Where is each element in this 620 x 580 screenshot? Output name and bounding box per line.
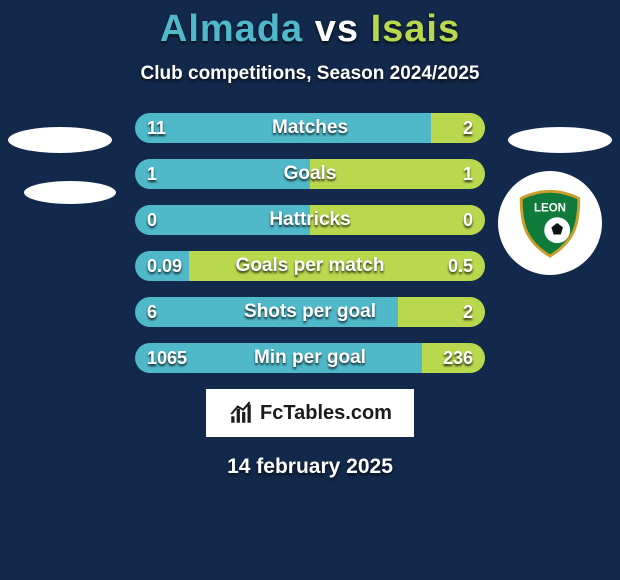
right-ellipse [508, 127, 612, 153]
stat-label: Matches [135, 113, 485, 143]
stat-row: 112Matches [135, 113, 485, 143]
stat-row: 62Shots per goal [135, 297, 485, 327]
stat-label: Shots per goal [135, 297, 485, 327]
stat-row: 11Goals [135, 159, 485, 189]
title: Almada vs Isais [0, 0, 620, 51]
left-ellipse-1 [8, 127, 112, 153]
stat-row: 1065236Min per goal [135, 343, 485, 373]
fctables-text: FcTables.com [260, 402, 392, 425]
title-player2: Isais [371, 8, 461, 50]
stat-label: Goals per match [135, 251, 485, 281]
content-area: LEON 112Matches 11Goals 00Hattricks 0.090.5… [0, 113, 620, 479]
fctables-badge: FcTables.com [206, 389, 414, 437]
stat-label: Hattricks [135, 205, 485, 235]
title-player1: Almada [160, 8, 303, 50]
comparison-card: Almada vs Isais Club competitions, Seaso… [0, 0, 620, 580]
title-vs: vs [315, 8, 359, 50]
stat-bars: 112Matches 11Goals 00Hattricks 0.090.5Goals… [135, 113, 485, 373]
leon-logo-icon: LEON [514, 187, 586, 259]
stat-label: Goals [135, 159, 485, 189]
bar-chart-icon [228, 400, 254, 426]
date-text: 14 february 2025 [0, 455, 620, 479]
left-ellipse-2 [24, 181, 116, 204]
right-team-logo: LEON [498, 171, 602, 275]
subtitle: Club competitions, Season 2024/2025 [0, 63, 620, 85]
stat-label: Min per goal [135, 343, 485, 373]
stat-row: 00Hattricks [135, 205, 485, 235]
stat-row: 0.090.5Goals per match [135, 251, 485, 281]
svg-text:LEON: LEON [534, 202, 566, 214]
